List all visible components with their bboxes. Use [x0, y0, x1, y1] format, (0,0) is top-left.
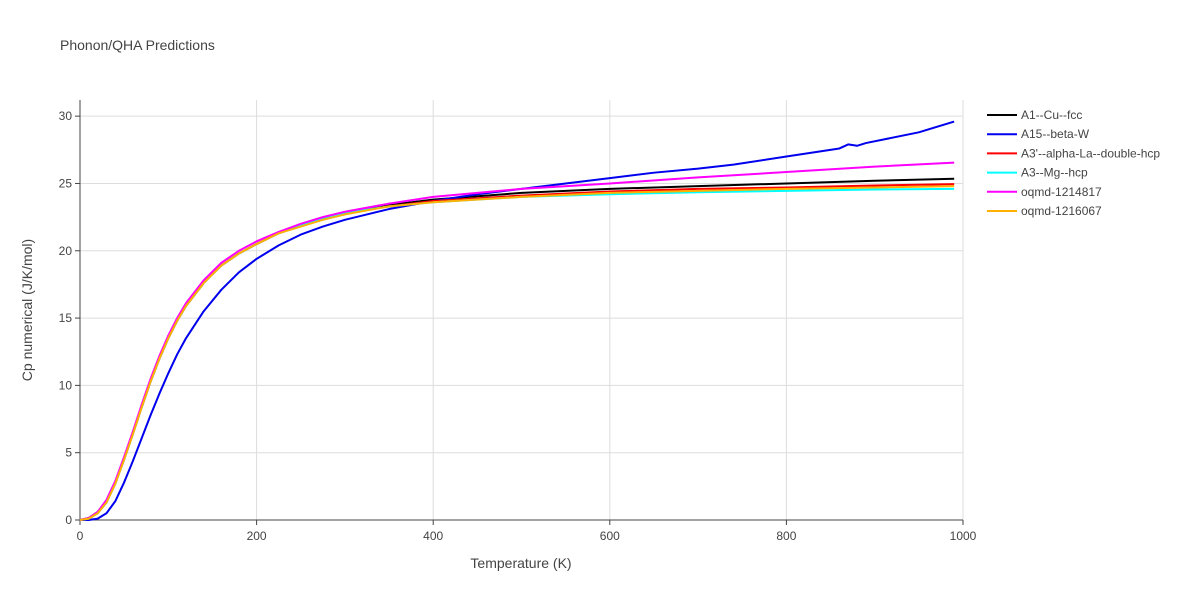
legend-label: A3--Mg--hcp — [1021, 166, 1088, 180]
legend-item[interactable]: oqmd-1214817 — [987, 185, 1102, 199]
x-tick-label: 0 — [77, 529, 84, 543]
legend-item[interactable]: A3'--alpha-La--double-hcp — [987, 146, 1160, 160]
legend-item[interactable]: A15--beta-W — [987, 127, 1090, 141]
y-axis-title: Cp numerical (J/K/mol) — [19, 239, 35, 381]
legend-label: oqmd-1216067 — [1021, 204, 1102, 218]
y-tick-label: 10 — [59, 378, 73, 392]
legend-item[interactable]: oqmd-1216067 — [987, 204, 1102, 218]
x-tick-label: 1000 — [950, 529, 977, 543]
legend-label: oqmd-1214817 — [1021, 185, 1102, 199]
y-tick-label: 20 — [59, 244, 73, 258]
series-line-2 — [80, 120, 955, 521]
x-tick-label: 600 — [600, 529, 620, 543]
x-tick-label: 400 — [423, 529, 443, 543]
chart-title: Phonon/QHA Predictions — [60, 37, 215, 53]
x-axis-title: Temperature (K) — [470, 555, 571, 571]
tick-label-layer: 0 200 400 600 800 1000 0 5 10 15 20 25 30 — [59, 109, 977, 543]
y-tick-label: 30 — [59, 109, 73, 123]
legend-label: A3'--alpha-La--double-hcp — [1021, 146, 1160, 160]
legend-item[interactable]: A3--Mg--hcp — [987, 166, 1088, 180]
y-tick-label: 0 — [65, 513, 72, 527]
y-tick-label: 25 — [59, 176, 73, 190]
legend-label: A1--Cu--fcc — [1021, 108, 1082, 122]
legend-item[interactable]: A1--Cu--fcc — [987, 108, 1082, 122]
series-layer — [79, 120, 955, 521]
y-tick-label: 15 — [59, 311, 73, 325]
axis-layer — [75, 100, 964, 525]
series-line-6 — [79, 185, 955, 521]
x-tick-label: 200 — [247, 529, 267, 543]
y-tick-label: 5 — [65, 446, 72, 460]
legend-label: A15--beta-W — [1021, 127, 1090, 141]
legend: A1--Cu--fcc A15--beta-W A3'--alpha-La--dou… — [987, 108, 1160, 218]
x-tick-label: 800 — [776, 529, 796, 543]
